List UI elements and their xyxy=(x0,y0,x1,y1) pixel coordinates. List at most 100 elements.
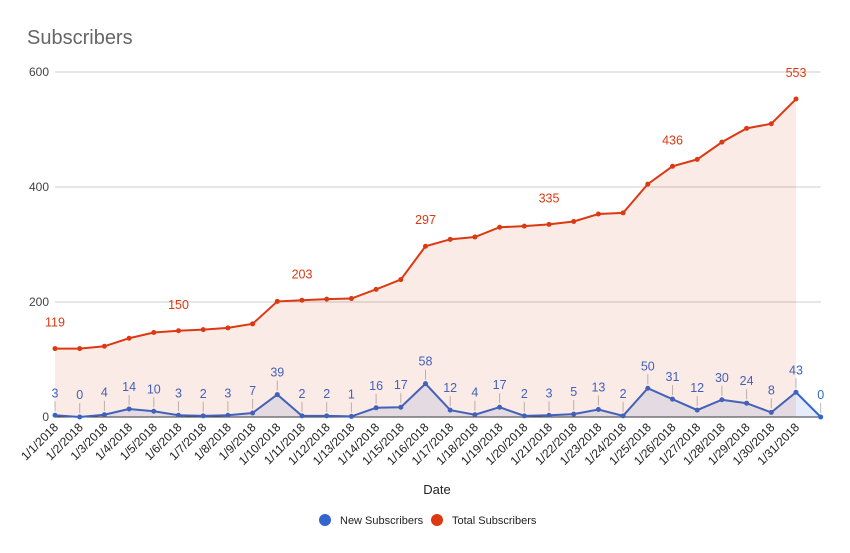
point xyxy=(274,298,280,304)
point xyxy=(324,413,330,419)
point xyxy=(670,396,675,402)
data-label: 1 xyxy=(348,387,355,401)
data-label: 5 xyxy=(570,385,577,399)
point xyxy=(348,413,354,419)
data-label: 8 xyxy=(768,383,775,397)
point xyxy=(52,412,58,418)
data-label: 7 xyxy=(249,384,256,398)
point xyxy=(299,297,305,303)
data-label: 436 xyxy=(662,133,683,147)
point xyxy=(521,413,527,419)
point xyxy=(423,381,428,387)
y-tick-label: 200 xyxy=(29,295,49,309)
chart-title: Subscribers xyxy=(27,27,133,49)
data-label: 297 xyxy=(415,213,436,227)
point xyxy=(176,412,181,418)
data-label: 3 xyxy=(175,386,182,400)
point xyxy=(670,163,675,169)
data-label: 13 xyxy=(591,381,605,395)
point xyxy=(77,414,83,420)
point xyxy=(793,96,799,102)
point xyxy=(77,346,83,352)
point xyxy=(101,412,107,418)
point xyxy=(818,414,824,420)
data-label: 12 xyxy=(443,381,457,395)
point xyxy=(744,400,750,406)
y-tick-label: 400 xyxy=(29,180,49,194)
line xyxy=(54,382,822,419)
point xyxy=(423,243,428,249)
point xyxy=(546,412,552,418)
point xyxy=(250,410,256,416)
point xyxy=(324,296,330,302)
point xyxy=(719,397,725,403)
point xyxy=(768,409,774,415)
point xyxy=(497,224,503,230)
data-label: 335 xyxy=(539,191,560,205)
legend-marker xyxy=(431,514,443,526)
data-label: 50 xyxy=(641,359,655,373)
point xyxy=(398,277,404,283)
data-label: 203 xyxy=(292,267,313,281)
point xyxy=(225,325,231,331)
point xyxy=(101,343,107,349)
data-label: 2 xyxy=(299,387,306,401)
data-label: 3 xyxy=(224,386,231,400)
point xyxy=(595,407,601,413)
data-label: 0 xyxy=(76,388,83,402)
point xyxy=(200,327,206,333)
data-label: 4 xyxy=(471,386,478,400)
point xyxy=(645,385,651,391)
data-label: 150 xyxy=(168,298,189,312)
data-label: 43 xyxy=(789,363,803,377)
data-label: 3 xyxy=(52,386,59,400)
point xyxy=(793,389,799,395)
point xyxy=(472,234,478,240)
point xyxy=(225,412,231,418)
data-label: 30 xyxy=(715,371,729,385)
area xyxy=(55,99,796,418)
point xyxy=(571,411,577,417)
point xyxy=(373,286,379,292)
point xyxy=(768,121,774,127)
data-label: 2 xyxy=(521,387,528,401)
point xyxy=(744,125,750,131)
x-axis-title: Date xyxy=(423,482,450,497)
point xyxy=(151,408,157,414)
point xyxy=(694,407,700,413)
point xyxy=(620,210,626,216)
data-label: 4 xyxy=(101,386,108,400)
data-label: 24 xyxy=(740,374,754,388)
data-label: 17 xyxy=(493,378,507,392)
point xyxy=(200,413,206,419)
point xyxy=(546,221,552,227)
point xyxy=(373,405,379,411)
data-label: 2 xyxy=(620,387,627,401)
data-label: 17 xyxy=(394,378,408,392)
point xyxy=(521,223,527,229)
point xyxy=(447,236,453,242)
y-tick-label: 600 xyxy=(29,65,49,79)
legend-marker xyxy=(319,514,331,526)
point xyxy=(126,406,132,412)
data-label: 3 xyxy=(546,386,553,400)
data-label: 58 xyxy=(419,355,433,369)
point xyxy=(620,413,626,419)
data-label: 14 xyxy=(122,380,136,394)
data-label: 12 xyxy=(690,381,704,395)
data-label: 39 xyxy=(270,366,284,380)
data-label: 119 xyxy=(45,316,65,330)
data-label: 2 xyxy=(200,387,207,401)
point xyxy=(497,404,503,410)
point xyxy=(348,296,354,302)
legend-label: Total Subscribers xyxy=(452,515,537,527)
point xyxy=(299,413,305,419)
point xyxy=(176,328,181,334)
point xyxy=(250,321,256,327)
point xyxy=(571,219,577,224)
point xyxy=(447,407,453,413)
point xyxy=(126,335,132,341)
point xyxy=(52,346,58,352)
point xyxy=(472,412,478,418)
